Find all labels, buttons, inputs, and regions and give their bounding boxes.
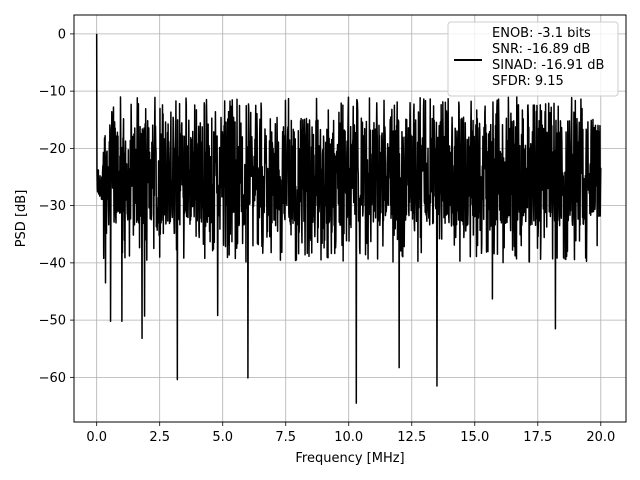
- legend: ENOB: -3.1 bits SNR: -16.89 dB SINAD: -1…: [447, 21, 619, 97]
- x-tick-label: 10.0: [334, 430, 363, 445]
- x-tick-label: 0.0: [86, 430, 107, 445]
- x-tick-label: 17.5: [523, 430, 552, 445]
- x-axis-label: Frequency [MHz]: [295, 451, 404, 466]
- x-tick-label: 7.5: [275, 430, 296, 445]
- legend-sinad-text: SINAD: -16.91 dB: [492, 58, 604, 73]
- axes-frame: [73, 14, 627, 423]
- y-axis-label: PSD [dB]: [14, 190, 29, 248]
- y-tick-label: −50: [39, 314, 66, 329]
- legend-box: [447, 21, 619, 97]
- legend-snr-text: SNR: -16.89 dB: [492, 42, 590, 57]
- y-tick-label: −30: [39, 199, 66, 214]
- x-tick-label: 2.5: [149, 430, 170, 445]
- y-tick-label: −60: [39, 371, 66, 386]
- y-axis-ticks: 0 −10 −20 −30 −40 −50 −60: [39, 27, 74, 386]
- plot-area: [95, 33, 602, 404]
- x-axis-ticks: 0.0 2.5 5.0 7.5 10.0 12.5 15.0 17.5 20.0: [86, 422, 615, 445]
- y-tick-label: 0: [58, 27, 66, 42]
- x-tick-label: 12.5: [397, 430, 426, 445]
- x-tick-label: 5.0: [212, 430, 233, 445]
- legend-sfdr-text: SFDR: 9.15: [492, 74, 564, 89]
- y-tick-label: −10: [39, 85, 66, 100]
- y-tick-label: −20: [39, 142, 66, 157]
- y-tick-label: −40: [39, 256, 66, 271]
- x-tick-label: 15.0: [460, 430, 489, 445]
- legend-enob-text: ENOB: -3.1 bits: [492, 26, 591, 41]
- x-tick-label: 20.0: [586, 430, 615, 445]
- psd-series-line: [95, 33, 602, 404]
